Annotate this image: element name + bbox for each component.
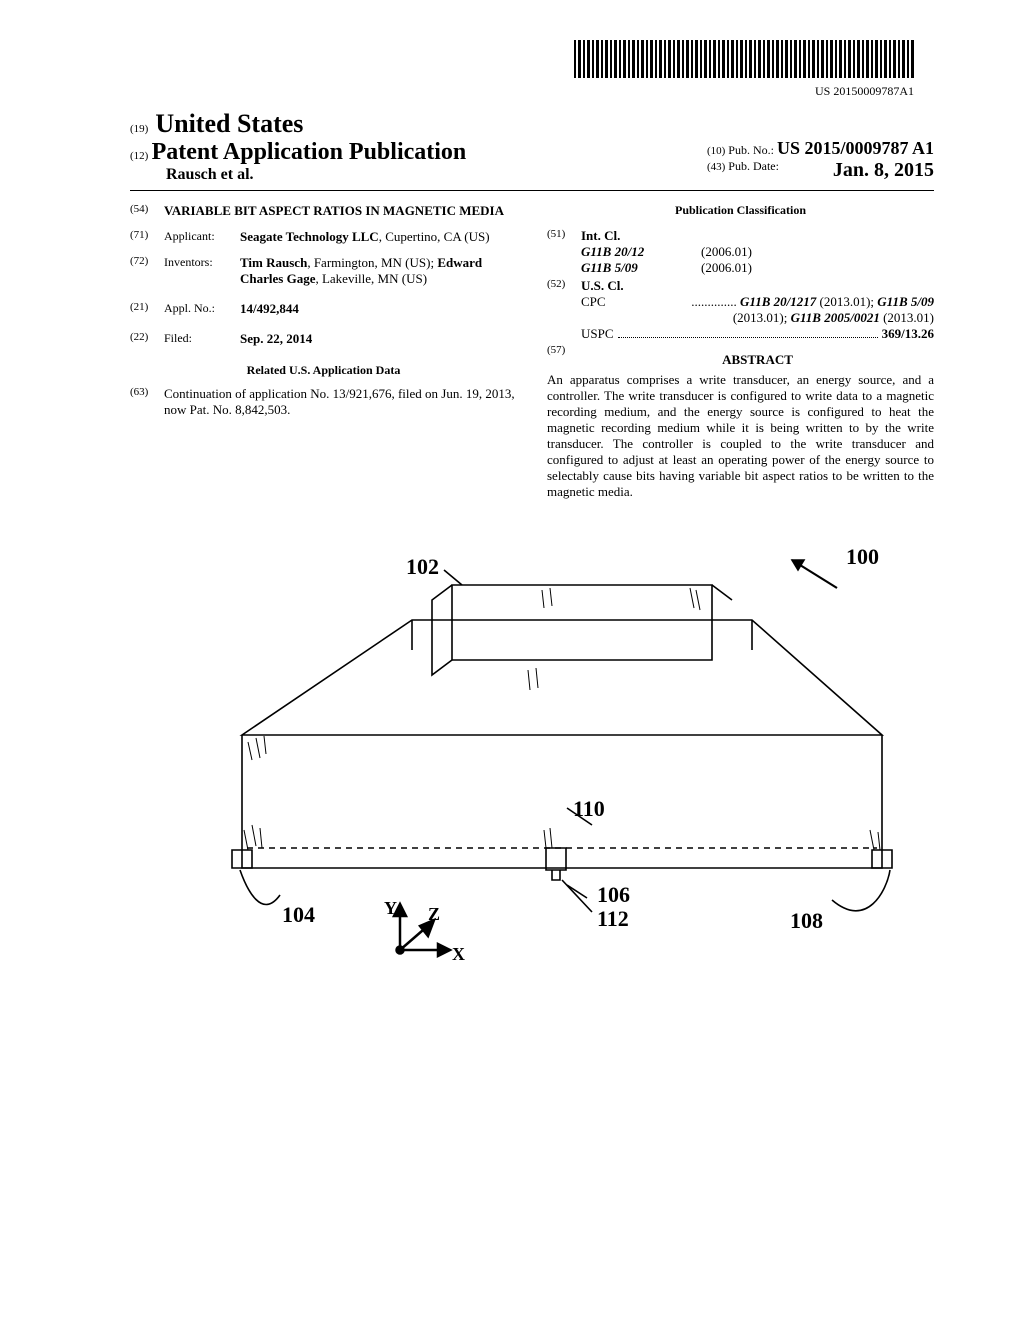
header: (19) United States (12) Patent Applicati… — [130, 109, 934, 184]
code-22: (22) — [130, 331, 164, 347]
filed-value: Sep. 22, 2014 — [240, 331, 517, 347]
intcl-1: G11B 20/12 — [581, 244, 701, 260]
cpc-line-2: (2013.01); G11B 2005/0021 (2013.01) — [581, 310, 934, 326]
barcode-block — [130, 40, 934, 82]
country-name: United States — [155, 109, 303, 138]
columns: (54) VARIABLE BIT ASPECT RATIOS IN MAGNE… — [130, 203, 934, 500]
title-row: (54) VARIABLE BIT ASPECT RATIOS IN MAGNE… — [130, 203, 517, 219]
pubno-label: Pub. No.: — [728, 143, 774, 157]
header-right: (10) Pub. No.: US 2015/0009787 A1 (43) P… — [707, 138, 934, 184]
applicant-row: (71) Applicant: Seagate Technology LLC, … — [130, 229, 517, 245]
country-line: (19) United States — [130, 109, 466, 139]
cpc-1-yr: (2013.01); — [816, 294, 877, 309]
code-51: (51) — [547, 228, 581, 276]
header-left: (19) United States (12) Patent Applicati… — [130, 109, 466, 184]
intcl-block: Int. Cl. G11B 20/12 (2006.01) G11B 5/09 … — [581, 228, 934, 276]
fig-label-112: 112 — [597, 906, 629, 931]
code-12: (12) — [130, 150, 148, 162]
authors-line: Rausch et al. — [166, 166, 466, 184]
intcl-label: Int. Cl. — [581, 228, 934, 244]
continuation-row: (63) Continuation of application No. 13/… — [130, 386, 517, 418]
intcl-row: (51) Int. Cl. G11B 20/12 (2006.01) G11B … — [547, 228, 934, 276]
abstract-heading: ABSTRACT — [581, 352, 934, 368]
code-71: (71) — [130, 229, 164, 245]
code-52: (52) — [547, 278, 581, 342]
pub-title-line: (12) Patent Application Publication — [130, 139, 466, 166]
inventor-1-name: Tim Rausch — [240, 255, 307, 270]
applno-row: (21) Appl. No.: 14/492,844 — [130, 301, 517, 317]
cpc-2: G11B 5/09 — [877, 294, 934, 309]
figure-svg: 100 102 110 106 112 104 108 X Y Z — [152, 530, 912, 990]
pubno-line: (10) Pub. No.: US 2015/0009787 A1 — [707, 138, 934, 159]
inventor-1-loc: , Farmington, MN (US); — [307, 255, 434, 270]
publication-title: Patent Application Publication — [152, 139, 467, 165]
fig-label-102: 102 — [406, 554, 439, 579]
applicant-label: Applicant: — [164, 229, 240, 245]
fig-axis-x: X — [452, 944, 465, 964]
filed-label: Filed: — [164, 331, 240, 347]
intcl-line-1: G11B 20/12 (2006.01) — [581, 244, 934, 260]
uspc-value: 369/13.26 — [882, 326, 934, 342]
uscl-row: (52) U.S. Cl. CPC .............. G11B 20… — [547, 278, 934, 342]
fig-label-104: 104 — [282, 902, 315, 927]
inventors-label: Inventors: — [164, 255, 240, 287]
pubdate-line: (43) Pub. Date: Jan. 8, 2015 — [707, 159, 934, 174]
code-21: (21) — [130, 301, 164, 317]
inventor-2-loc: , Lakeville, MN (US) — [315, 271, 427, 286]
inventors-row: (72) Inventors: Tim Rausch, Farmington, … — [130, 255, 517, 287]
related-heading: Related U.S. Application Data — [130, 363, 517, 378]
intcl-1-yr: (2006.01) — [701, 244, 752, 260]
divider-rule — [130, 190, 934, 191]
abstract-text: An apparatus comprises a write transduce… — [547, 372, 934, 500]
applno-value: 14/492,844 — [240, 301, 517, 317]
uspc-label: USPC — [581, 326, 614, 342]
right-column: Publication Classification (51) Int. Cl.… — [547, 203, 934, 500]
code-19: (19) — [130, 123, 148, 135]
uspc-line: USPC 369/13.26 — [581, 326, 934, 342]
fig-label-110: 110 — [573, 796, 605, 821]
continuation-text: Continuation of application No. 13/921,6… — [164, 386, 517, 418]
cpc-1: G11B 20/1217 — [740, 294, 816, 309]
cpc-line: CPC .............. G11B 20/1217 (2013.01… — [581, 294, 934, 310]
code-57: (57) — [547, 344, 581, 372]
fig-axis-y: Y — [384, 898, 397, 918]
fig-label-100: 100 — [846, 544, 879, 569]
applicant-loc: , Cupertino, CA (US) — [379, 229, 490, 244]
code-72: (72) — [130, 255, 164, 287]
figure-wrap: 100 102 110 106 112 104 108 X Y Z — [130, 530, 934, 994]
barcode-text: US 20150009787A1 — [130, 84, 934, 99]
uscl-block: U.S. Cl. CPC .............. G11B 20/1217… — [581, 278, 934, 342]
code-43: (43) — [707, 161, 725, 173]
barcode-graphic — [574, 40, 914, 78]
applicant-value: Seagate Technology LLC, Cupertino, CA (U… — [240, 229, 517, 245]
inventors-value: Tim Rausch, Farmington, MN (US); Edward … — [240, 255, 517, 287]
pubno-value: US 2015/0009787 A1 — [777, 138, 934, 158]
code-10: (10) — [707, 145, 725, 157]
uscl-label: U.S. Cl. — [581, 278, 934, 294]
intcl-line-2: G11B 5/09 (2006.01) — [581, 260, 934, 276]
fig-label-106: 106 — [597, 882, 630, 907]
left-column: (54) VARIABLE BIT ASPECT RATIOS IN MAGNE… — [130, 203, 517, 500]
applicant-name: Seagate Technology LLC — [240, 229, 379, 244]
cpc-2b-yr: (2013.01); — [733, 310, 791, 325]
invention-title: VARIABLE BIT ASPECT RATIOS IN MAGNETIC M… — [164, 203, 517, 219]
applno-label: Appl. No.: — [164, 301, 240, 317]
pubdate-label: Pub. Date: — [728, 159, 779, 173]
classification-heading: Publication Classification — [547, 203, 934, 218]
fig-axis-z: Z — [428, 904, 440, 924]
abstract-heading-row: (57) ABSTRACT — [547, 344, 934, 372]
pubdate-value: Jan. 8, 2015 — [833, 159, 934, 182]
cpc-dots: .............. — [691, 294, 737, 309]
code-63: (63) — [130, 386, 164, 418]
fig-label-108: 108 — [790, 908, 823, 933]
intcl-2-yr: (2006.01) — [701, 260, 752, 276]
cpc-label: CPC — [581, 294, 606, 310]
cpc-3-yr: (2013.01) — [880, 310, 934, 325]
code-54: (54) — [130, 203, 164, 219]
intcl-2: G11B 5/09 — [581, 260, 701, 276]
uspc-dots — [618, 327, 878, 338]
filed-row: (22) Filed: Sep. 22, 2014 — [130, 331, 517, 347]
cpc-3: G11B 2005/0021 — [791, 310, 880, 325]
